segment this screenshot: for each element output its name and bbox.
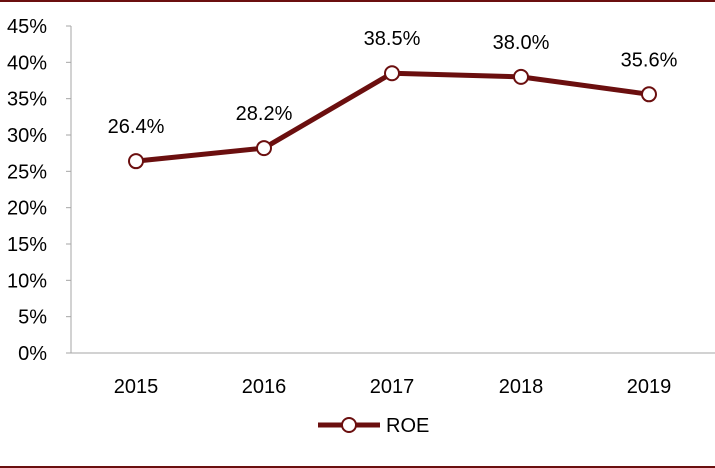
x-tick-label: 2016 <box>242 376 287 398</box>
legend-label: ROE <box>386 415 429 437</box>
y-tick-label: 10% <box>7 270 47 292</box>
data-label: 28.2% <box>236 103 293 125</box>
roe-series-line <box>135 70 650 164</box>
legend-marker-swatch <box>341 417 357 433</box>
y-tick-label: 35% <box>7 89 47 111</box>
bottom-border <box>0 466 715 468</box>
y-tick-label: 40% <box>7 52 47 74</box>
x-tick-label: 2015 <box>114 376 159 398</box>
x-axis: 2015 2016 2017 2018 2019 <box>71 352 715 398</box>
roe-data-point <box>128 153 144 170</box>
y-tick-label: 5% <box>18 307 47 329</box>
roe-data-point <box>256 140 272 157</box>
y-tick-label: 20% <box>7 198 47 220</box>
roe-data-point <box>384 65 400 82</box>
legend: ROE <box>318 415 429 437</box>
y-tick-label: 0% <box>18 343 47 365</box>
data-label: 26.4% <box>108 116 165 138</box>
roe-data-point <box>513 68 529 85</box>
data-label: 38.0% <box>493 32 550 54</box>
data-labels: 26.4% 28.2% 38.5% 38.0% 35.6% <box>108 28 678 138</box>
y-axis: 0% 5% 10% 15% 20% 25% 30% 35% 40% 45% <box>7 16 72 365</box>
data-label: 38.5% <box>364 28 421 50</box>
x-tick-label: 2018 <box>499 376 544 398</box>
y-tick-label: 45% <box>7 16 47 38</box>
y-tick-label: 30% <box>7 125 47 147</box>
y-tick-label: 25% <box>7 161 47 183</box>
roe-data-point <box>641 86 657 103</box>
series-layer <box>128 65 657 170</box>
x-tick-label: 2019 <box>627 376 672 398</box>
top-border <box>0 0 715 2</box>
x-tick-label: 2017 <box>370 376 415 398</box>
data-label: 35.6% <box>621 49 678 71</box>
y-tick-label: 15% <box>7 234 47 256</box>
